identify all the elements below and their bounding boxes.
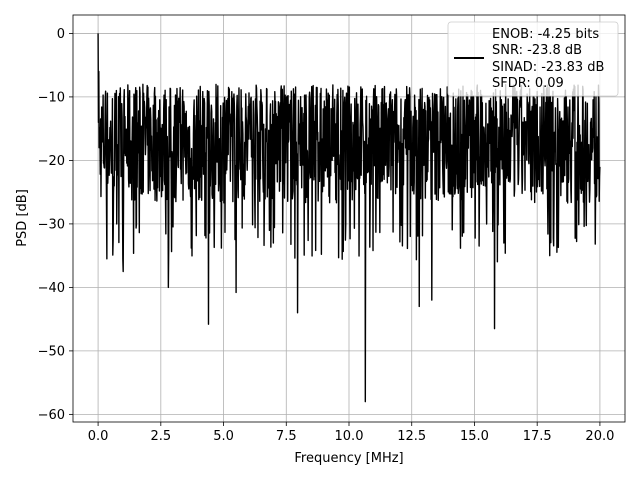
legend-box — [447, 21, 619, 97]
psd-trace — [97, 33, 601, 403]
y-axis-label: PSD [dB] — [15, 189, 30, 247]
y-tick-label: −60 — [38, 408, 65, 423]
x-tick-label: 0.0 — [88, 429, 109, 444]
x-tick-label: 7.5 — [276, 429, 297, 444]
x-axis-label: Frequency [MHz] — [294, 451, 403, 466]
y-tick-label: −20 — [38, 154, 65, 169]
y-tick-label: −10 — [38, 90, 65, 105]
y-tick-label: −40 — [38, 281, 65, 296]
x-tick-label: 2.5 — [150, 429, 171, 444]
legend: ENOB: -4.25 bits SNR: -23.8 dB SINAD: -2… — [447, 21, 619, 97]
x-tick-label: 20.0 — [585, 429, 614, 444]
x-ticks: 0.0 2.5 5.0 7.5 10.0 12.5 15.0 17.5 20.0 — [88, 422, 614, 444]
x-tick-label: 15.0 — [460, 429, 489, 444]
legend-enob: ENOB: -4.25 bits — [492, 27, 599, 42]
y-ticks: 0 −10 −20 −30 −40 −50 −60 — [38, 27, 73, 423]
legend-sfdr: SFDR: 0.09 — [492, 76, 564, 91]
x-tick-label: 10.0 — [335, 429, 364, 444]
y-tick-label: −50 — [38, 344, 65, 359]
y-tick-label: −30 — [38, 217, 65, 232]
y-tick-label: 0 — [57, 27, 65, 42]
legend-sinad: SINAD: -23.83 dB — [492, 60, 604, 75]
series-layer — [97, 33, 601, 403]
x-tick-label: 12.5 — [397, 429, 426, 444]
x-tick-label: 5.0 — [213, 429, 234, 444]
legend-snr: SNR: -23.8 dB — [492, 43, 582, 58]
x-tick-label: 17.5 — [523, 429, 552, 444]
